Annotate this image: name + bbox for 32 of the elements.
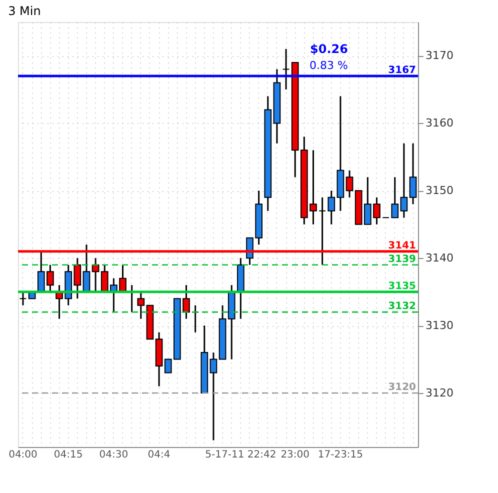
ref-line-label: 3135 bbox=[388, 280, 416, 292]
candlestick bbox=[400, 142, 408, 218]
candlestick bbox=[282, 48, 290, 90]
annotation: $0.26 bbox=[310, 42, 348, 56]
x-tick-label: 04:00 bbox=[8, 450, 38, 460]
candlestick bbox=[318, 196, 326, 266]
y-tick-label: 3150 bbox=[426, 184, 454, 198]
candlestick bbox=[210, 352, 218, 442]
x-tick-label: 04:30 bbox=[99, 450, 128, 460]
ref-line-label: 3167 bbox=[388, 64, 416, 76]
candlestick bbox=[409, 142, 417, 205]
x-tick-label: 04:4 bbox=[148, 450, 170, 460]
x-tick-label: 23:00 bbox=[280, 450, 310, 460]
y-tick-label: 3170 bbox=[426, 49, 454, 62]
candlestick bbox=[137, 291, 145, 320]
annotation: 0.83 % bbox=[310, 59, 348, 72]
y-tick-label: 3130 bbox=[426, 319, 454, 332]
chart-title: 3 Min bbox=[8, 4, 41, 18]
ref-line-label: 3132 bbox=[388, 301, 416, 312]
candlestick bbox=[19, 291, 27, 306]
ref-line-label: 3120 bbox=[388, 382, 416, 394]
y-tick-label: 3160 bbox=[426, 116, 454, 130]
candlestick bbox=[346, 170, 354, 198]
ref-line-label: 3141 bbox=[388, 240, 416, 252]
x-tick-label: 5-17-11 22:42 bbox=[205, 450, 276, 460]
candlestick bbox=[328, 190, 336, 226]
y-tick-label: 3120 bbox=[426, 386, 454, 400]
x-tick-label: 17-23:15 bbox=[318, 450, 364, 460]
y-tick-label: 3140 bbox=[426, 252, 454, 265]
x-tick-label: 04:15 bbox=[54, 450, 83, 460]
candlestick bbox=[391, 176, 399, 218]
ref-line-label: 3139 bbox=[388, 254, 416, 265]
